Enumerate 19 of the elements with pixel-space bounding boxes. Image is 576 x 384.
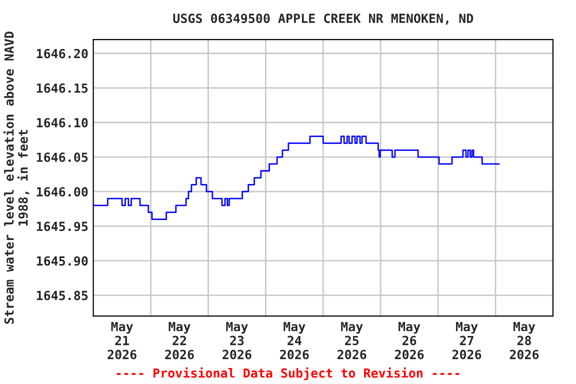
- text: ---- Provisional Data Subject to Revision ----: [116, 367, 460, 380]
- y-tick-label: 1645.95: [36, 222, 88, 232]
- y-axis-title: Stream water level elevation above NAVD 1988, in feet: [3, 32, 30, 324]
- y-tick-label: 1645.90: [36, 256, 88, 266]
- chart-title: USGS 06349500 APPLE CREEK NR MENOKEN, ND: [173, 14, 474, 25]
- x-tick-label: May 27 2026: [452, 322, 482, 360]
- y-tick-label: 1645.85: [36, 290, 88, 300]
- x-tick-label: May 22 2026: [165, 322, 194, 360]
- y-tick-label: 1646.05: [36, 152, 88, 162]
- x-tick-label: May 23 2026: [222, 322, 252, 360]
- x-tick-label: May 25 2026: [338, 322, 366, 360]
- x-tick-label: May 28 2026: [510, 322, 539, 360]
- y-tick-label: 1646.15: [36, 83, 88, 93]
- x-tick-label: May 21 2026: [108, 322, 136, 360]
- y-tick-label: 1646.10: [36, 118, 88, 128]
- y-tick-label: 1646.00: [36, 187, 88, 197]
- x-tick-label: May 26 2026: [394, 322, 424, 360]
- y-tick-label: 1646.20: [36, 48, 88, 58]
- x-tick-label: May 24 2026: [280, 322, 309, 360]
